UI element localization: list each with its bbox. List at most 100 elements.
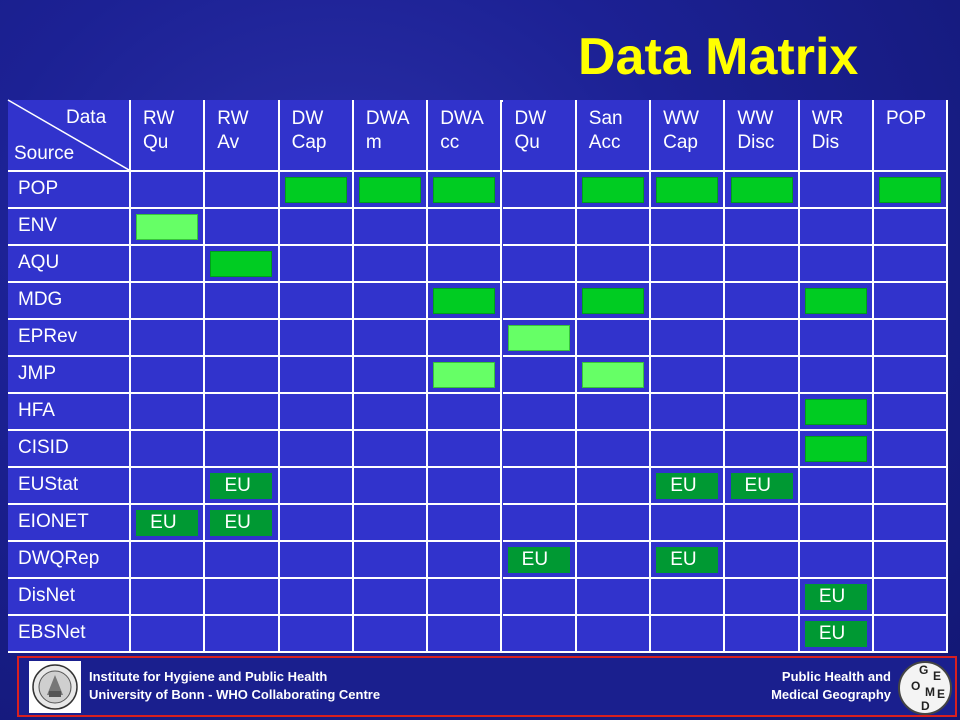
- matrix-cell: [131, 320, 206, 357]
- light-green-marker: [433, 361, 496, 388]
- matrix-cell: [874, 431, 949, 468]
- matrix-cell: [428, 579, 503, 616]
- matrix-cell: [279, 468, 354, 505]
- matrix-cell: [799, 172, 874, 209]
- column-header: POP: [874, 100, 949, 172]
- light-green-marker: [507, 324, 570, 351]
- matrix-cell: [725, 579, 800, 616]
- matrix-cell: [279, 394, 354, 431]
- matrix-cell: [502, 468, 577, 505]
- footer-bar: Institute for Hygiene and Public Health …: [17, 656, 957, 717]
- matrix-cell: [799, 320, 874, 357]
- matrix-cell: [502, 246, 577, 283]
- geomed-logo-letter: D: [921, 699, 930, 713]
- matrix-cell: [428, 320, 503, 357]
- dark-green-marker: [730, 176, 793, 203]
- column-header: RW Qu: [131, 100, 206, 172]
- dark-green-marker: [804, 435, 867, 462]
- matrix-cell: [799, 357, 874, 394]
- matrix-cell: [205, 320, 280, 357]
- matrix-cell: [205, 394, 280, 431]
- column-header: DW Qu: [502, 100, 577, 172]
- matrix-cell: [725, 394, 800, 431]
- matrix-cell: [576, 246, 652, 283]
- row-label: AQU: [8, 246, 131, 283]
- matrix-cell: [428, 616, 503, 653]
- matrix-cell: [651, 283, 726, 320]
- matrix-cell: [353, 579, 429, 616]
- matrix-cell: [205, 542, 280, 579]
- matrix-cell: [131, 431, 206, 468]
- matrix-cell: [428, 542, 503, 579]
- matrix-cell: [353, 320, 429, 357]
- matrix-cell: [874, 394, 949, 431]
- matrix-cell: [279, 283, 354, 320]
- matrix-cell: [428, 209, 503, 246]
- geomed-logo: G EO M ED: [898, 661, 952, 715]
- matrix-cell: [576, 579, 652, 616]
- matrix-cell: [799, 246, 874, 283]
- matrix-cell: [279, 209, 354, 246]
- matrix-cell: [576, 320, 652, 357]
- matrix-cell: [502, 431, 577, 468]
- light-green-marker: [581, 361, 644, 388]
- matrix-cell: [799, 505, 874, 542]
- matrix-cell: [131, 246, 206, 283]
- matrix-cell: [725, 616, 800, 653]
- matrix-cell: [353, 209, 429, 246]
- geomed-logo-letter: G: [919, 663, 928, 677]
- matrix-cell: [279, 542, 354, 579]
- matrix-cell: [874, 579, 949, 616]
- matrix-cell: [353, 616, 429, 653]
- slide-title: Data Matrix: [578, 28, 859, 86]
- matrix-cell: [279, 431, 354, 468]
- matrix-cell: [576, 505, 652, 542]
- matrix-cell: [502, 357, 577, 394]
- matrix-cell: [502, 283, 577, 320]
- university-seal-logo: [29, 661, 81, 713]
- matrix-cell: [576, 468, 652, 505]
- matrix-cell: [576, 209, 652, 246]
- matrix-cell: [279, 357, 354, 394]
- column-header: San Acc: [576, 100, 652, 172]
- matrix-cell: [874, 283, 949, 320]
- matrix-cell: [874, 209, 949, 246]
- dark-green-marker: [581, 176, 644, 203]
- matrix-cell: [279, 616, 354, 653]
- dark-green-marker: [804, 398, 867, 425]
- corner-data-label: Data: [66, 107, 107, 128]
- matrix-cell: [725, 542, 800, 579]
- matrix-cell: [874, 616, 949, 653]
- matrix-cell: [874, 468, 949, 505]
- matrix-cell: [353, 394, 429, 431]
- matrix-cell: [651, 431, 726, 468]
- matrix-cell: [874, 357, 949, 394]
- column-header: DWA m: [353, 100, 429, 172]
- matrix-cell: [651, 579, 726, 616]
- dark-green-marker: [210, 250, 273, 277]
- column-header: WR Dis: [799, 100, 874, 172]
- matrix-cell: [279, 320, 354, 357]
- matrix-cell: [502, 505, 577, 542]
- row-label: EPRev: [8, 320, 131, 357]
- matrix-cell: [502, 394, 577, 431]
- matrix-cell: [353, 542, 429, 579]
- matrix-cell: [131, 468, 206, 505]
- matrix-cell: [725, 246, 800, 283]
- geomed-logo-letter: M: [925, 685, 935, 699]
- row-label: CISID: [8, 431, 131, 468]
- footer-university-line: University of Bonn - WHO Collaborating C…: [89, 687, 381, 702]
- matrix-cell: [205, 172, 280, 209]
- matrix-cell: [725, 209, 800, 246]
- matrix-cell: [353, 505, 429, 542]
- dark-green-marker: [359, 176, 422, 203]
- data-matrix-table: Data Source RW Qu RW Av DW Cap DWA m DWA cc DW …: [7, 99, 949, 653]
- matrix-cell: [428, 394, 503, 431]
- eu-source-marker: EU: [730, 472, 793, 499]
- row-label: JMP: [8, 357, 131, 394]
- matrix-cell: [725, 320, 800, 357]
- matrix-cell: [799, 209, 874, 246]
- row-label: DWQRep: [8, 542, 131, 579]
- matrix-cell: [205, 579, 280, 616]
- light-green-marker: [136, 213, 199, 240]
